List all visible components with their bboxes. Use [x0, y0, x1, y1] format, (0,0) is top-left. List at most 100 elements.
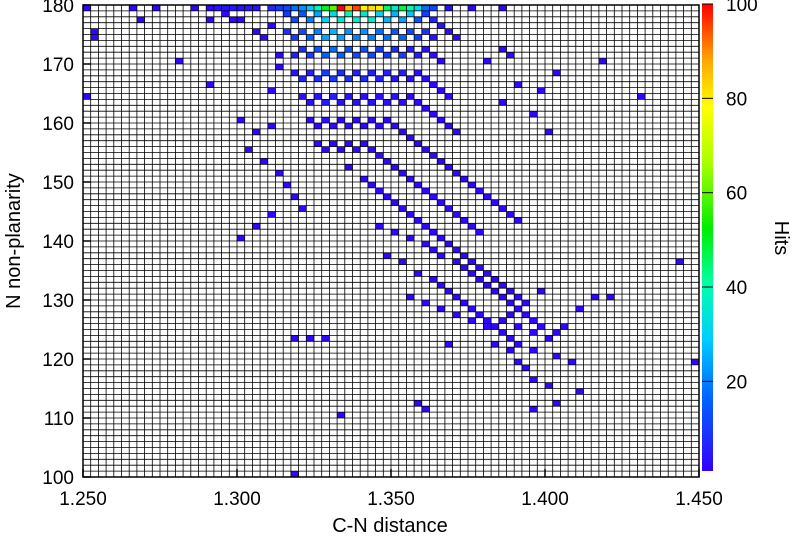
heatmap-cell [306, 16, 314, 23]
heatmap-cell [237, 235, 245, 241]
heatmap-cell [314, 75, 322, 82]
heatmap-cell [529, 347, 538, 354]
heatmap-cell [506, 52, 515, 59]
heatmap-cell [468, 223, 476, 230]
y-tick-label: 130 [42, 291, 74, 312]
heatmap-cell [375, 223, 384, 230]
heatmap-cell [83, 93, 91, 100]
heatmap-cell [275, 5, 284, 11]
heatmap-cell [483, 193, 492, 200]
heatmap-cell [221, 10, 230, 17]
heatmap-cell [429, 276, 438, 283]
heatmap-cell [391, 5, 399, 11]
heatmap-cell [414, 52, 422, 59]
heatmap-cell [498, 282, 507, 289]
heatmap-cell [421, 10, 430, 17]
heatmap-cell [290, 471, 299, 477]
heatmap-cell [468, 5, 476, 11]
heatmap-cell [275, 52, 284, 59]
heatmap-cell [352, 34, 361, 41]
heatmap-cell [367, 5, 376, 11]
heatmap-cell [314, 123, 322, 129]
heatmap-cell [337, 412, 345, 418]
heatmap-cell [491, 323, 499, 330]
heatmap-cell [375, 10, 384, 17]
heatmap-cell [344, 123, 353, 129]
heatmap-cell [491, 199, 499, 206]
heatmap-cell [391, 46, 399, 53]
heatmap-cell [306, 52, 314, 59]
heatmap-cell [414, 140, 422, 147]
heatmap-cell [237, 5, 245, 11]
heatmap-cell [213, 5, 222, 11]
heatmap-cell [337, 117, 345, 123]
heatmap-cell [375, 123, 384, 129]
heatmap-cell [437, 158, 445, 165]
heatmap-cell [352, 99, 361, 106]
heatmap-cell [391, 10, 399, 17]
heatmap-cell [514, 305, 522, 312]
heatmap-cell [675, 258, 684, 265]
heatmap-cell [452, 294, 461, 300]
heatmap-cell [229, 16, 237, 23]
heatmap-cell [391, 28, 399, 35]
heatmap-cell [329, 46, 338, 53]
colorbar-ticks: 20 40 60 80 100 [702, 0, 758, 393]
heatmap-cell [344, 46, 353, 53]
heatmap-cell [598, 58, 607, 64]
heatmap-cell [298, 10, 307, 17]
heatmap-cell [414, 270, 422, 277]
heatmap-cell [367, 99, 376, 106]
heatmap-cell [460, 217, 468, 224]
heatmap-cell [483, 323, 492, 330]
heatmap-cell [283, 28, 291, 35]
heatmap-cell [321, 16, 330, 23]
heatmap-cell [267, 87, 276, 94]
heatmap-cell [175, 58, 184, 64]
heatmap-cell [552, 353, 561, 359]
heatmap-cell [637, 93, 646, 100]
y-tick-label: 100 [42, 468, 74, 489]
y-tick-label: 180 [42, 0, 74, 17]
heatmap-cell [321, 69, 330, 76]
heatmap-cell [483, 317, 492, 324]
heatmap-cell [237, 16, 245, 23]
heatmap-cell [468, 182, 476, 188]
heatmap-cell [414, 16, 422, 23]
heatmap-cell [267, 211, 276, 218]
heatmap-cell [398, 69, 407, 76]
heatmap-cell [206, 81, 214, 88]
colorbar-tick-label: 60 [726, 184, 747, 205]
heatmap-cell [360, 46, 368, 53]
heatmap-cell [337, 16, 345, 23]
heatmap-cell [267, 123, 276, 129]
heatmap-cell [498, 329, 507, 336]
heatmap-cell [337, 69, 345, 76]
heatmap-cell [298, 75, 307, 82]
heatmap-cell [429, 81, 438, 88]
heatmap-cell [375, 187, 384, 194]
heatmap-cell [267, 5, 276, 11]
heatmap-cell [260, 158, 268, 165]
heatmap-cell [437, 117, 445, 123]
colorbar [702, 4, 713, 471]
heatmap-cell [229, 5, 237, 11]
heatmap-cell [398, 34, 407, 41]
heatmap-cell [521, 311, 530, 318]
heatmap-cell [314, 5, 322, 11]
heatmap-cell [344, 5, 353, 11]
heatmap-cell [514, 341, 522, 348]
heatmap-cell [468, 317, 476, 324]
heatmap-cell [575, 388, 584, 395]
y-tick-label: 110 [44, 409, 74, 430]
heatmap-cell [344, 164, 353, 171]
heatmap-cell [329, 140, 338, 147]
heatmap-cell [152, 5, 160, 11]
heatmap-cell [406, 5, 415, 11]
heatmap-cell [514, 294, 522, 300]
heatmap-cell [444, 241, 453, 247]
heatmap-cell [421, 187, 430, 194]
heatmap-cell [444, 205, 453, 212]
heatmap-cell [514, 81, 522, 88]
heatmap-cell [244, 146, 253, 153]
